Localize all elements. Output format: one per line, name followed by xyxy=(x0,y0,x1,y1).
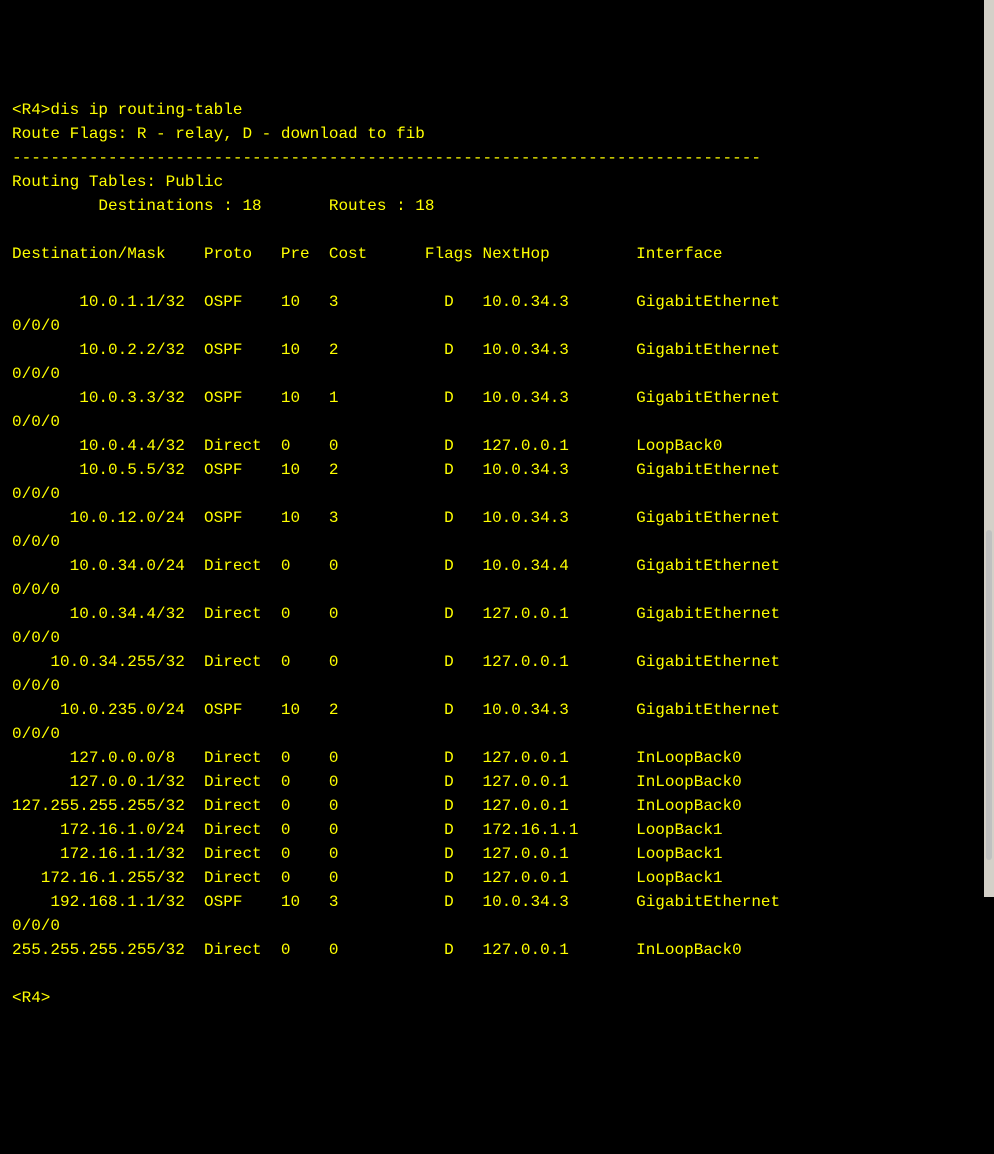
scrollbar[interactable] xyxy=(986,530,992,860)
terminal-output[interactable]: <R4>dis ip routing-table Route Flags: R … xyxy=(12,98,972,1010)
